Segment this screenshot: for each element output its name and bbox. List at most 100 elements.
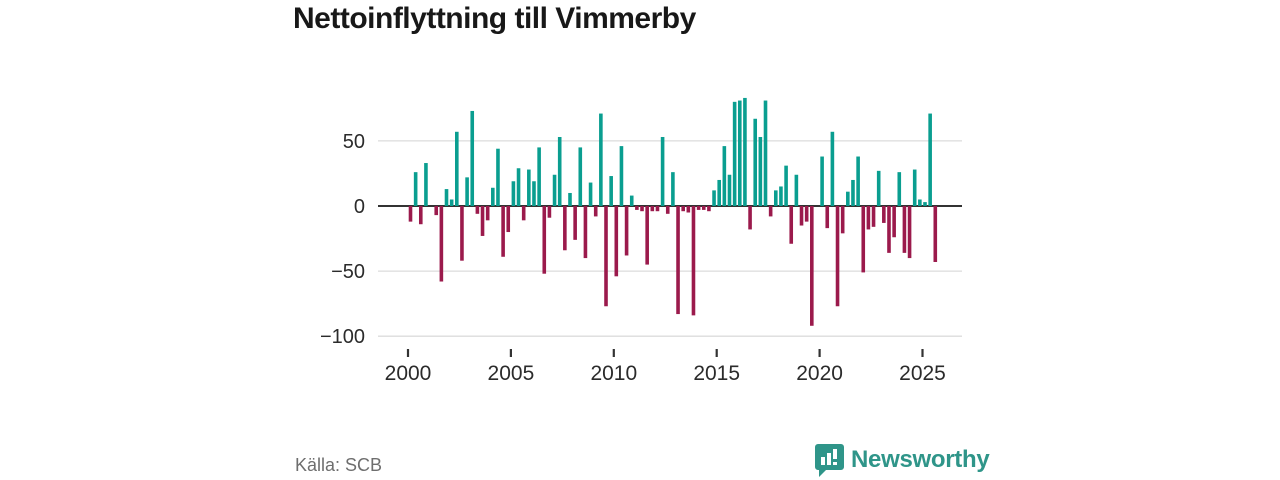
bar-chart-svg: 50 0 −50 −100 2000 2005 2010 2015 2020 2025 <box>320 97 962 385</box>
bar <box>825 206 830 229</box>
bar <box>573 206 577 240</box>
bar <box>707 206 711 212</box>
bar <box>480 206 485 236</box>
bar <box>563 206 567 251</box>
bar-chart: 50 0 −50 −100 2000 2005 2010 2015 2020 2025 <box>290 85 980 395</box>
bar <box>470 110 475 206</box>
bar <box>624 206 629 256</box>
bar <box>434 206 439 216</box>
y-axis-label: 50 <box>343 131 365 153</box>
bar <box>604 206 608 307</box>
bar <box>516 168 521 206</box>
x-axis-label: 2010 <box>590 362 637 385</box>
x-axis-label: 2025 <box>899 362 946 385</box>
bar <box>753 118 758 206</box>
bar <box>547 206 552 218</box>
bar <box>691 206 696 316</box>
bar <box>532 181 536 206</box>
bar <box>748 206 752 230</box>
bar <box>840 206 845 234</box>
bar <box>413 172 418 206</box>
bar <box>593 206 598 217</box>
chart-title: Nettoinflyttning till Vimmerby <box>293 2 696 35</box>
x-axis-label: 2000 <box>385 362 432 385</box>
bar <box>542 206 547 274</box>
bar <box>907 206 912 259</box>
bar <box>768 206 773 217</box>
bar <box>876 170 881 206</box>
bar <box>501 206 505 257</box>
bar <box>758 136 763 206</box>
bar <box>485 206 490 221</box>
bar <box>424 163 428 206</box>
bar <box>521 206 526 221</box>
bar <box>933 206 938 262</box>
bar <box>439 206 444 282</box>
bar <box>671 172 675 206</box>
newsworthy-logo[interactable]: Newsworthy <box>815 443 990 477</box>
bar <box>650 206 655 212</box>
bar <box>717 179 721 206</box>
bar <box>892 206 896 238</box>
bar <box>506 206 511 233</box>
bar <box>856 156 860 206</box>
y-axis-label: −50 <box>331 261 365 283</box>
bar <box>676 206 680 315</box>
bar <box>794 174 799 206</box>
x-axis-label: 2015 <box>693 362 740 385</box>
bar <box>923 202 927 206</box>
bar <box>455 131 459 206</box>
bar <box>496 148 500 206</box>
y-axis-label: 0 <box>354 196 365 218</box>
bar <box>789 206 794 244</box>
bar <box>635 206 639 210</box>
bar <box>418 206 423 225</box>
bar <box>820 156 824 206</box>
bar <box>527 169 531 206</box>
newsworthy-bars-icon <box>815 443 844 477</box>
bar <box>928 113 932 206</box>
bar <box>902 206 907 253</box>
bar <box>851 179 855 206</box>
bar <box>722 146 727 206</box>
y-axis-label: −100 <box>320 326 365 348</box>
bar <box>660 136 665 206</box>
bar <box>665 206 670 214</box>
bar <box>568 192 572 206</box>
bar <box>804 206 809 222</box>
bar <box>918 199 922 206</box>
bar <box>599 113 603 206</box>
bar <box>408 206 413 222</box>
bar <box>681 206 685 212</box>
bar <box>784 165 788 206</box>
x-axis-label: 2020 <box>796 362 843 385</box>
bar <box>779 186 783 206</box>
bar <box>640 206 644 212</box>
bar <box>557 136 562 206</box>
bar <box>578 147 583 206</box>
bar <box>444 189 449 206</box>
bar <box>763 100 768 206</box>
bar <box>773 190 778 206</box>
bar <box>465 177 469 206</box>
x-axis-label: 2005 <box>488 362 535 385</box>
bar <box>475 206 480 214</box>
bar <box>732 101 737 206</box>
bar <box>810 206 814 326</box>
bar <box>609 176 613 206</box>
bar <box>645 206 649 265</box>
bar <box>619 146 624 206</box>
bar <box>737 100 742 206</box>
source-label: Källa: SCB <box>295 455 383 475</box>
bar <box>830 131 835 206</box>
bar <box>912 169 917 206</box>
bar <box>799 206 804 226</box>
newsworthy-wordmark: Newsworthy <box>851 446 990 473</box>
bar <box>743 97 747 206</box>
bar <box>861 206 866 273</box>
bar <box>537 147 541 206</box>
bar <box>552 174 557 206</box>
bar <box>460 206 464 261</box>
bar <box>686 206 691 213</box>
